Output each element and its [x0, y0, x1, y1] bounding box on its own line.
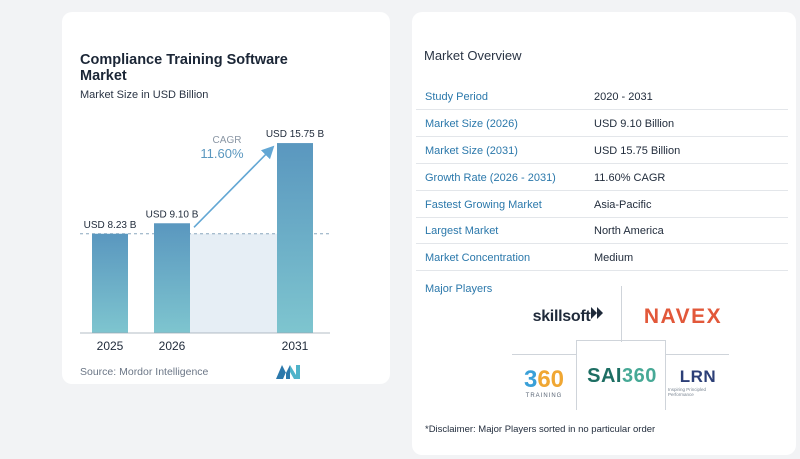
- overview-value: USD 9.10 Billion: [594, 117, 675, 130]
- lrn-logo-text: LRN: [679, 366, 717, 386]
- bar-chart: USD 8.23 B 2025 USD 9.10 B 2026 USD 15.75 B 2…: [80, 129, 330, 353]
- overview-label: Growth Rate (2026 - 2031): [425, 171, 556, 184]
- overview-row: Largest Market North America: [416, 218, 788, 244]
- t360-logo-digit: 3: [523, 365, 538, 393]
- t360-logo-digits: 60: [537, 365, 565, 393]
- overview-title: Market Overview: [424, 48, 522, 63]
- t360-logo-sub: TRAINING: [525, 392, 563, 399]
- sai-logo-text: SAI: [587, 364, 622, 387]
- skillsoft-logo-text: skillsoft: [532, 308, 591, 325]
- overview-value: Asia-Pacific: [594, 198, 652, 211]
- logo-divider: [576, 340, 666, 341]
- x-tick-2026: 2026: [159, 339, 186, 353]
- skillsoft-logo: skillsoft: [516, 296, 620, 338]
- bar-2031: [277, 143, 313, 333]
- logo-divider: [621, 286, 622, 342]
- cagr-arrow: [193, 145, 275, 228]
- lrn-logo: LRN Inspiring Principled Performance: [668, 364, 728, 400]
- overview-label: Market Concentration: [425, 251, 531, 264]
- overview-row: Market Size (2026) USD 9.10 Billion: [416, 111, 788, 137]
- overview-label: Market Size (2031): [425, 144, 518, 157]
- overview-value: Medium: [594, 251, 634, 264]
- data-label-2026: USD 9.10 B: [146, 209, 199, 220]
- logo-divider: [665, 340, 666, 410]
- lrn-logo-sub: Inspiring Principled Performance: [668, 386, 707, 397]
- data-label-2025: USD 8.23 B: [84, 220, 137, 231]
- chart-subtitle: Market Size in USD Billion: [80, 89, 209, 101]
- sai360-logo: SAI 360: [580, 358, 664, 394]
- disclaimer: *Disclaimer: Major Players sorted in no …: [425, 424, 656, 435]
- overview-label: Fastest Growing Market: [425, 198, 542, 211]
- overview-card: [412, 12, 796, 455]
- logo-divider: [665, 354, 729, 355]
- overview-row: Market Size (2031) USD 15.75 Billion: [416, 138, 788, 164]
- sai-logo-digits: 360: [621, 364, 657, 387]
- overview-row: Market Concentration Medium: [416, 245, 788, 271]
- bar-2026: [154, 223, 190, 333]
- x-tick-2025: 2025: [97, 339, 124, 353]
- overview-value: 2020 - 2031: [594, 90, 653, 103]
- overview-value: North America: [594, 224, 664, 237]
- bar-2025: [92, 233, 128, 333]
- logo-divider: [512, 354, 576, 355]
- data-label-2031: USD 15.75 B: [266, 129, 325, 140]
- source-note: Source: Mordor Intelligence: [80, 366, 209, 378]
- overview-label: Study Period: [425, 90, 488, 103]
- overview-value: USD 15.75 Billion: [594, 144, 681, 157]
- chart-title: Compliance Training Software Market: [80, 52, 288, 84]
- overview-row: Growth Rate (2026 - 2031) 11.60% CAGR: [416, 165, 788, 191]
- overview-label: Market Size (2026): [425, 117, 518, 130]
- overview-label: Largest Market: [425, 224, 499, 237]
- overview-row: Fastest Growing Market Asia-Pacific: [416, 192, 788, 218]
- 360-training-logo: 360 TRAINING: [512, 358, 576, 408]
- cagr-label: CAGR: [213, 135, 242, 146]
- logo-divider: [576, 340, 577, 410]
- mordor-logo-icon: [276, 365, 300, 379]
- x-tick-2031: 2031: [282, 339, 309, 353]
- major-players-title: Major Players: [425, 283, 493, 295]
- cagr-value: 11.60%: [200, 146, 244, 161]
- navex-logo: NAVEX: [643, 305, 723, 328]
- growth-shade-area: [190, 233, 277, 333]
- overview-value: 11.60% CAGR: [594, 171, 666, 184]
- skillsoft-arrow-icon: [591, 307, 604, 319]
- overview-row: Study Period 2020 - 2031: [416, 84, 788, 110]
